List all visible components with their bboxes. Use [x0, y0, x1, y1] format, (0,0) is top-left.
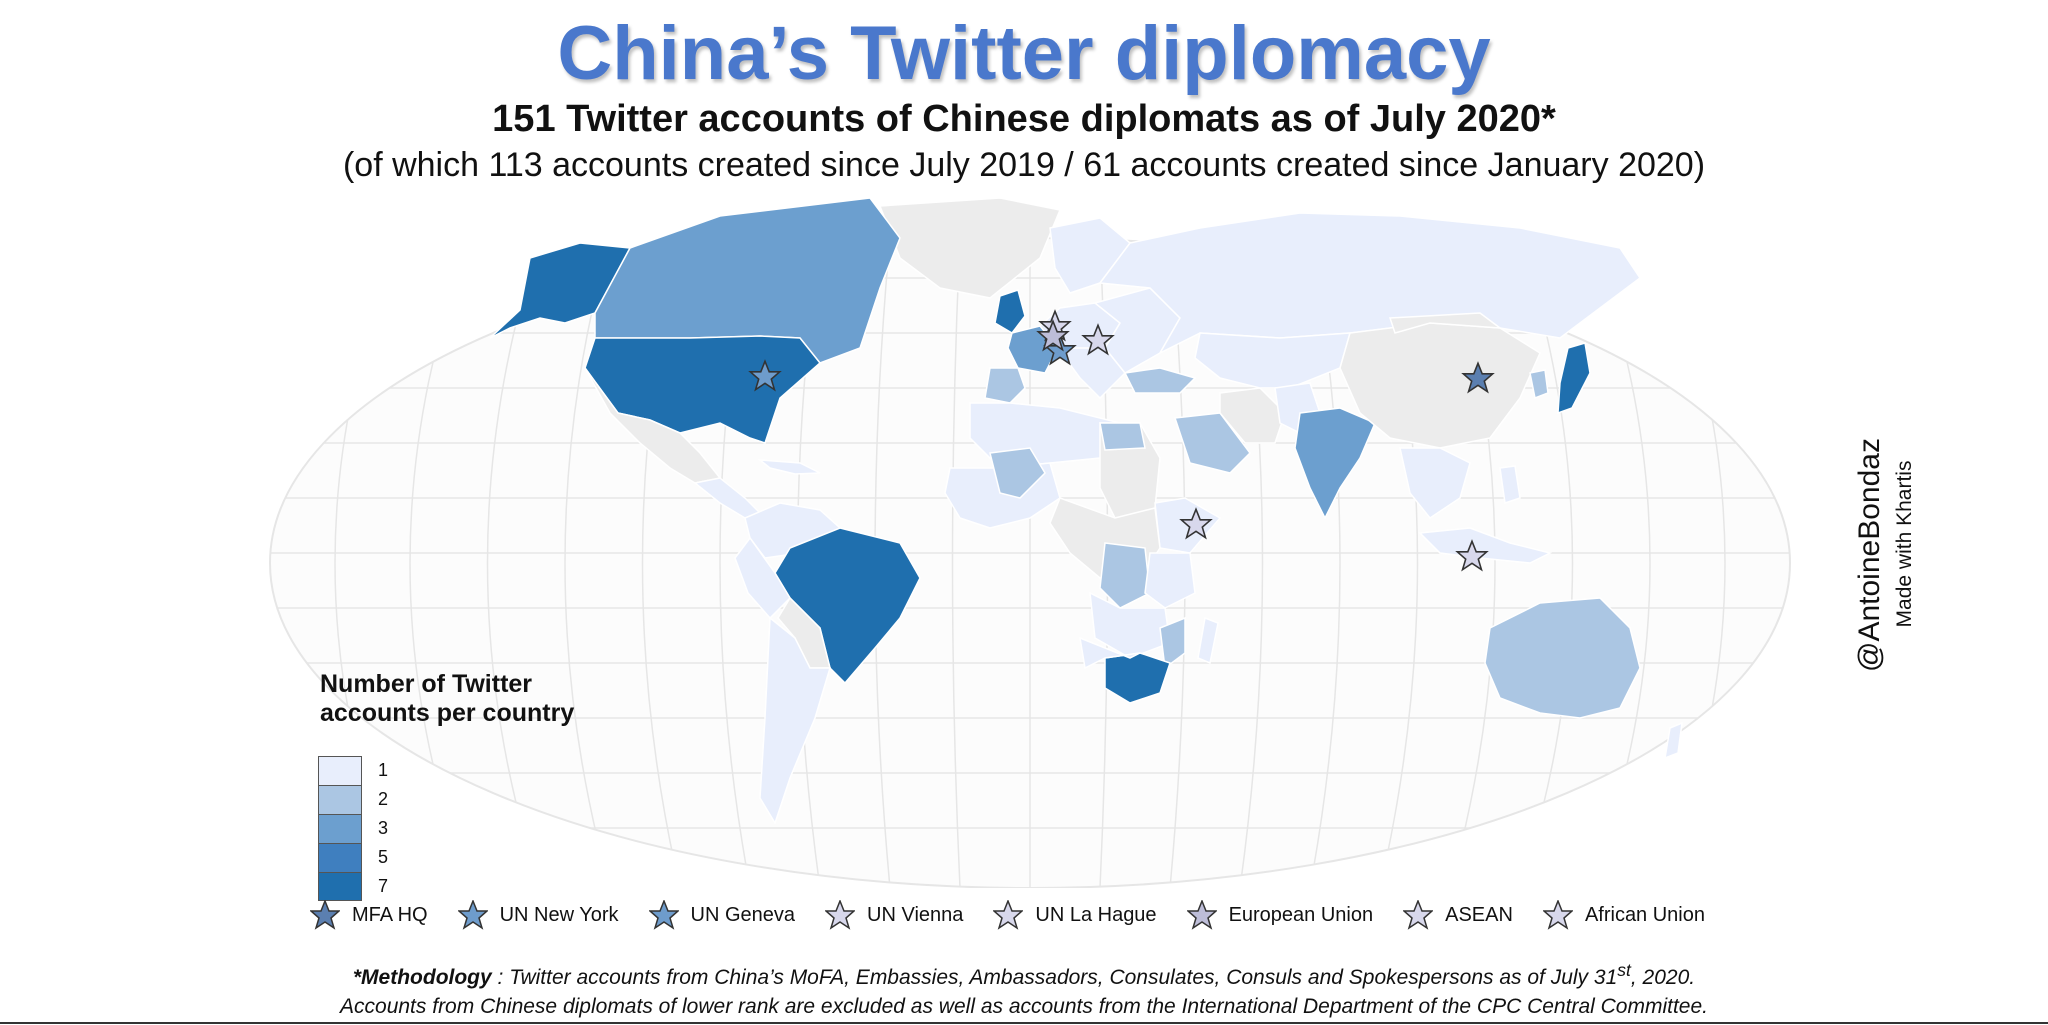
star-icon — [825, 900, 856, 930]
star-icon — [310, 900, 340, 930]
legend-row: 1 — [318, 756, 388, 785]
methodology-text-end: , 2020. — [1630, 966, 1696, 989]
star-legend-label: UN New York — [499, 903, 619, 926]
legend-title-line2: accounts per country — [320, 699, 575, 727]
star-european-union — [1036, 319, 1070, 352]
turkey — [1123, 367, 1197, 394]
uk-ireland — [994, 289, 1026, 334]
alaska — [489, 242, 632, 339]
made-with-label: Made with Khartis — [1893, 460, 1916, 628]
bottom-rule — [0, 1022, 2048, 1024]
legend-row: 3 — [318, 814, 388, 843]
star-legend: MFA HQ UN New York UN Geneva UN Vienna UN La… — [310, 900, 1810, 930]
philippines — [1499, 465, 1521, 504]
namibia-botswana — [1079, 636, 1141, 670]
star-legend-label: UN Vienna — [867, 903, 964, 926]
greenland — [878, 198, 1062, 299]
world-map-svg — [269, 198, 1791, 888]
legend-title-line1: Number of Twitter — [320, 670, 533, 698]
star-legend-item: UN Geneva — [648, 900, 796, 930]
legend-label: 7 — [378, 876, 389, 896]
star-legend-item: UN La Hague — [993, 900, 1157, 930]
methodology-note: *Methodology : Twitter accounts from Chi… — [0, 956, 2048, 1021]
japan — [1557, 342, 1591, 415]
star-un-vienna — [1081, 323, 1115, 356]
southeast-asia — [1399, 447, 1471, 520]
congo — [1099, 542, 1151, 609]
star-icon — [457, 900, 488, 930]
argentina-chile — [759, 616, 832, 825]
credit: @AntoineBondaz Made with Khartis — [1840, 420, 1930, 680]
methodology-text: : Twitter accounts from China’s MoFA, Em… — [491, 966, 1618, 989]
indonesia — [1418, 527, 1553, 564]
star-legend-item: ASEAN — [1403, 900, 1513, 930]
legend-title: Number of Twitter accounts per country — [320, 670, 650, 728]
east-africa — [1144, 552, 1196, 609]
legend-label: 1 — [378, 760, 389, 780]
location-stars — [748, 309, 1495, 572]
star-icon — [648, 900, 679, 930]
legend-row: 5 — [318, 843, 388, 872]
star-mfa-hq — [1461, 361, 1495, 394]
new-zealand — [1664, 721, 1683, 760]
star-asean — [1455, 539, 1489, 572]
legend-swatch — [318, 814, 362, 843]
india — [1294, 407, 1376, 520]
legend-swatch — [318, 843, 362, 872]
star-legend-label: European Union — [1228, 903, 1374, 926]
egypt — [1099, 422, 1146, 451]
star-icon — [1186, 900, 1217, 930]
star-legend-item: MFA HQ — [310, 900, 428, 930]
star-icon — [1403, 900, 1434, 930]
star-un-new-york — [748, 359, 782, 392]
countries — [489, 198, 1683, 825]
star-african-union — [1179, 507, 1213, 540]
star-legend-item: UN New York — [457, 900, 619, 930]
star-legend-item: UN Vienna — [825, 900, 963, 930]
methodology-line1: *Methodology : Twitter accounts from Chi… — [0, 956, 2048, 992]
star-icon — [993, 900, 1024, 930]
star-icon — [1542, 900, 1573, 930]
legend-row: 2 — [318, 785, 388, 814]
legend-swatch — [318, 756, 362, 785]
iberia — [984, 367, 1026, 404]
russia — [1098, 212, 1642, 355]
star-legend-label: UN La Hague — [1035, 903, 1157, 926]
methodology-line2: Accounts from Chinese diplomats of lower… — [340, 995, 1708, 1018]
star-legend-label: UN Geneva — [690, 903, 796, 926]
map-subtitle-detail: (of which 113 accounts created since Jul… — [342, 146, 1706, 184]
star-legend-item: European Union — [1186, 900, 1374, 930]
legend-swatch — [318, 785, 362, 814]
map-title: China’s Twitter diplomacy — [557, 11, 1491, 96]
mongolia — [1388, 312, 1503, 334]
cuba-caribbean — [757, 459, 821, 475]
legend-scale: 1 2 3 5 7 — [318, 756, 388, 901]
star-legend-item: African Union — [1542, 900, 1705, 930]
legend-row: 7 — [318, 872, 388, 901]
legend-label: 2 — [378, 789, 389, 809]
star-legend-label: ASEAN — [1445, 903, 1513, 926]
legend-label: 5 — [378, 847, 389, 867]
madagascar — [1197, 616, 1219, 665]
methodology-label: *Methodology — [352, 966, 492, 989]
mozambique-zimbabwe — [1159, 616, 1186, 670]
saudi-arabia — [1173, 412, 1251, 474]
world-map — [200, 198, 1860, 888]
mali-niger — [989, 447, 1046, 499]
methodology-sup: st — [1617, 960, 1631, 980]
legend-swatch — [318, 872, 362, 901]
author-handle: @AntoineBondaz — [1853, 438, 1886, 672]
star-legend-label: MFA HQ — [352, 903, 428, 926]
map-subtitle: 151 Twitter accounts of Chinese diplomat… — [492, 98, 1556, 140]
star-legend-label: African Union — [1584, 903, 1705, 926]
legend-label: 3 — [378, 818, 389, 838]
australia — [1484, 597, 1641, 719]
korea — [1529, 369, 1549, 400]
